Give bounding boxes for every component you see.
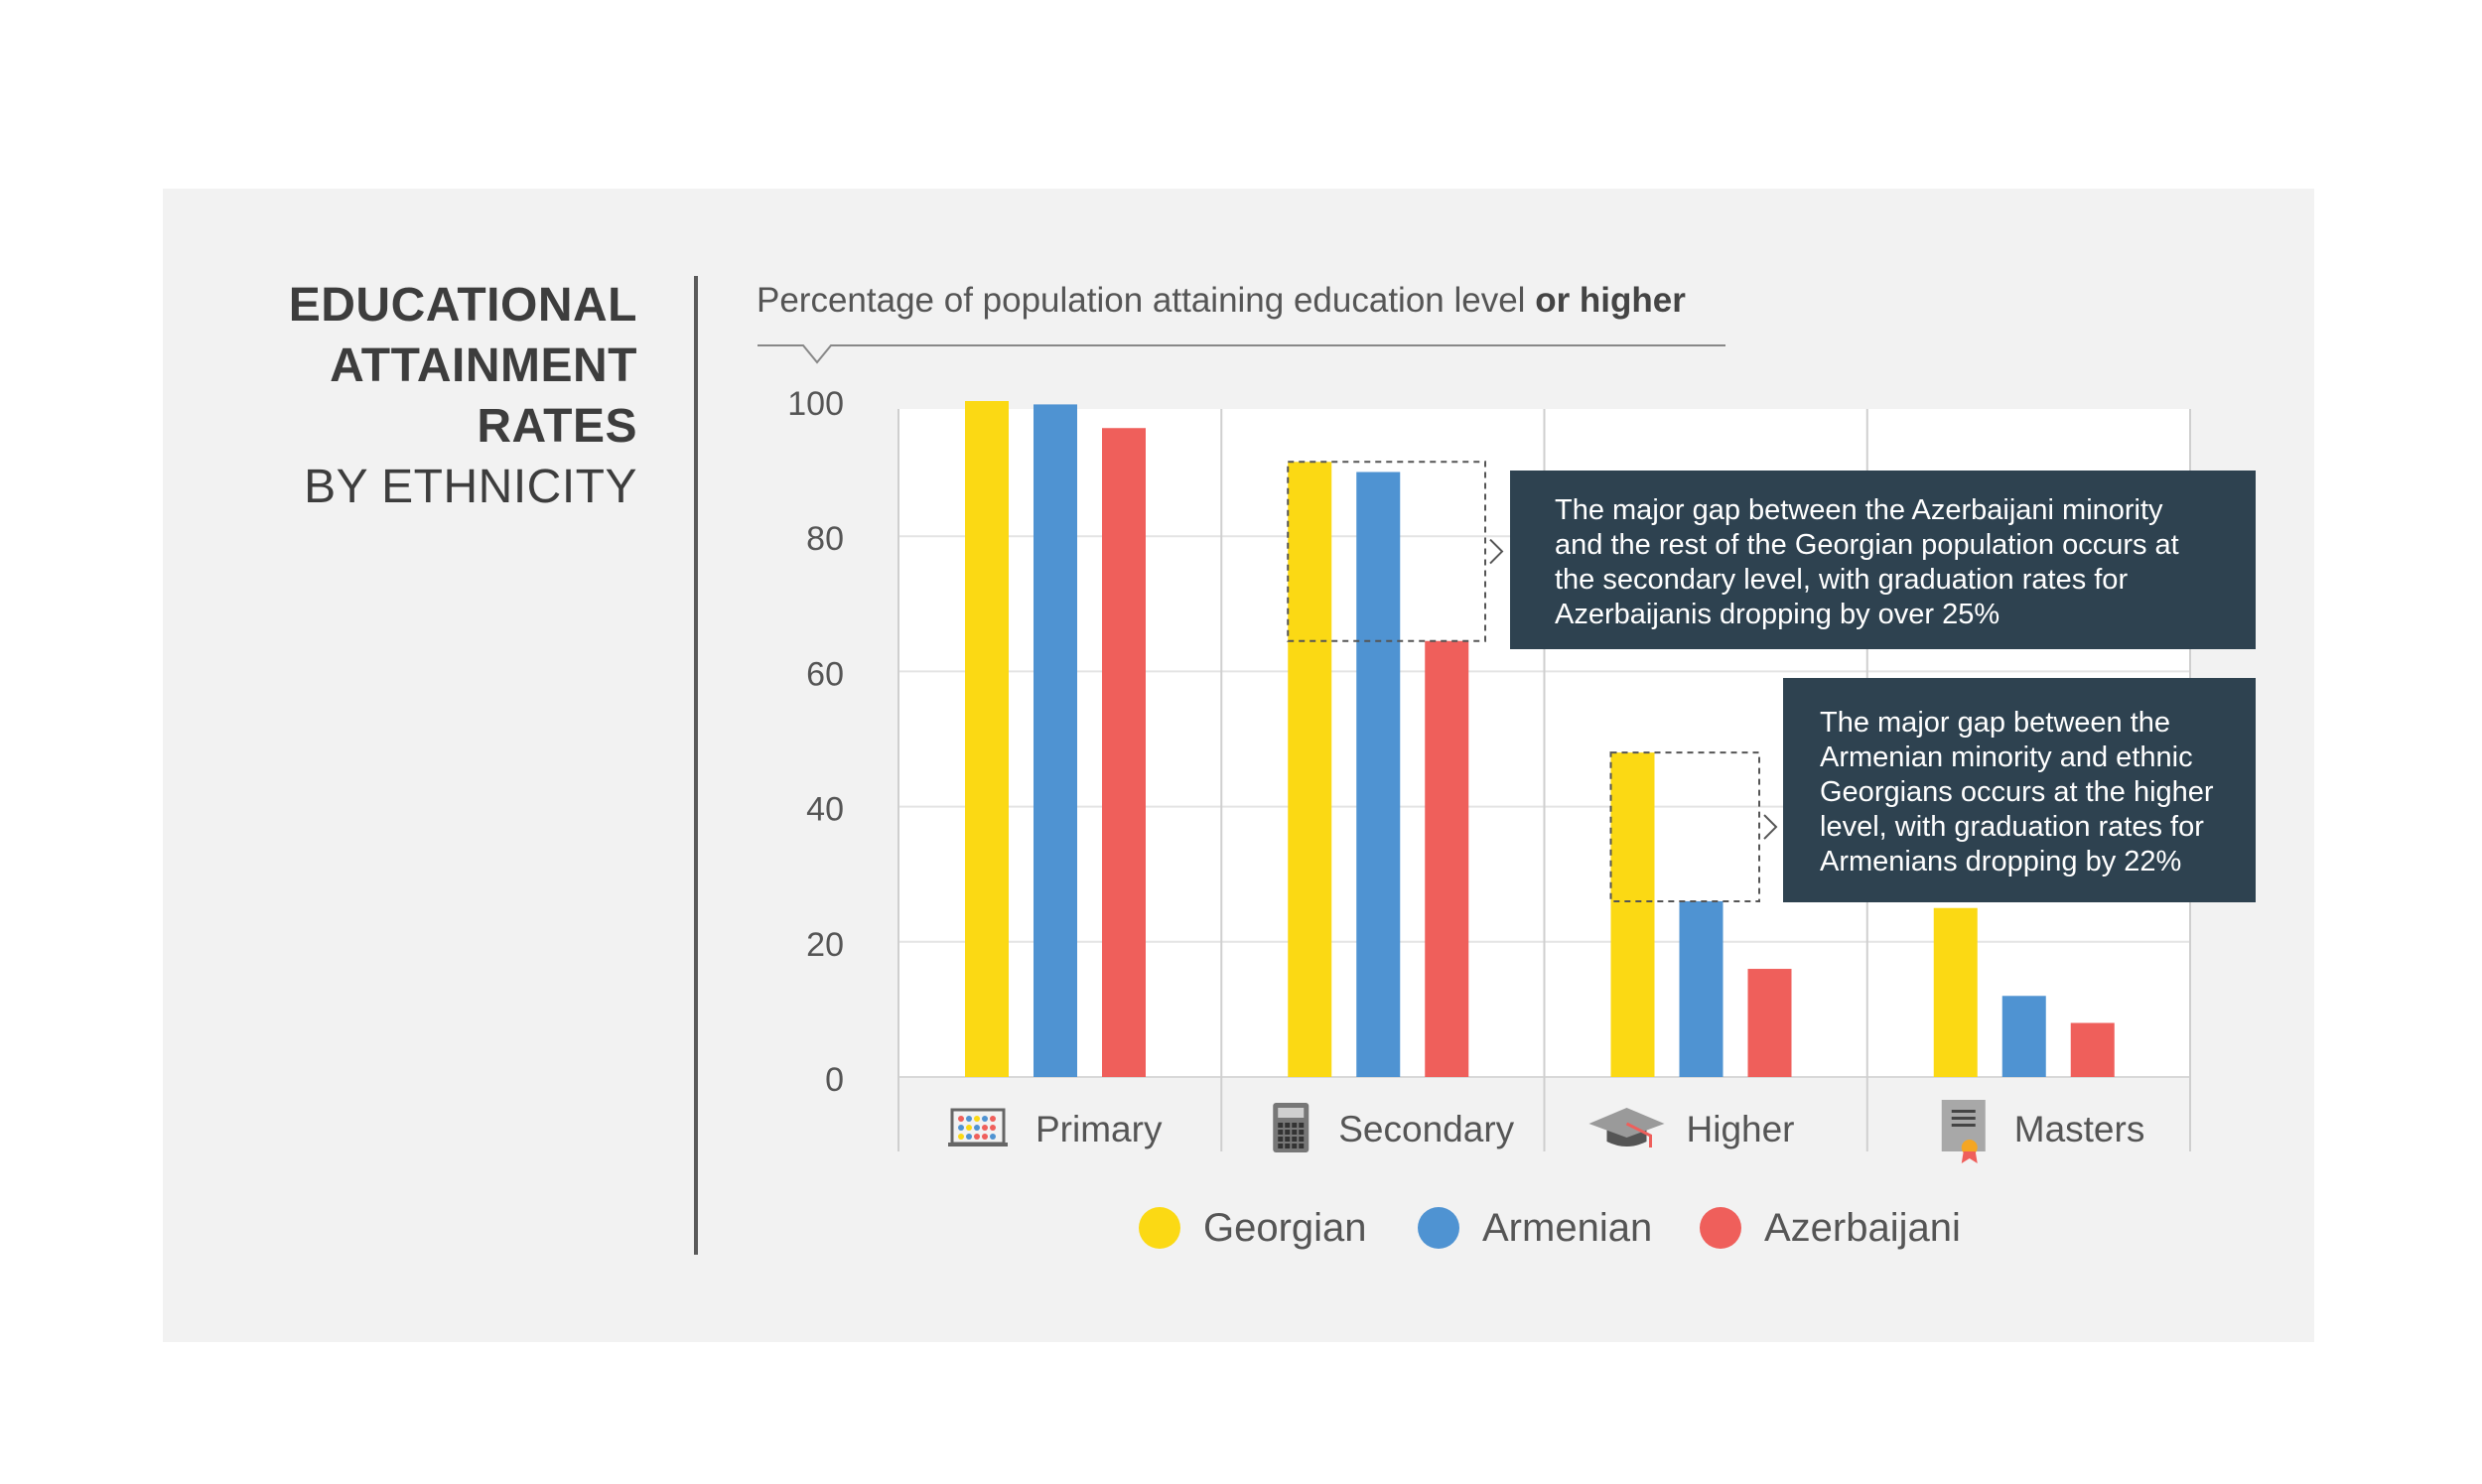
legend-marker-armenian bbox=[1418, 1207, 1459, 1249]
bar-azerbaijani-masters bbox=[2070, 1022, 2115, 1077]
bar-georgian-secondary bbox=[1288, 462, 1332, 1077]
y-tick-label: 0 bbox=[825, 1061, 844, 1099]
callout-arrow bbox=[1489, 538, 1504, 565]
callout-box bbox=[1783, 678, 2256, 902]
graduation-cap-icon bbox=[1588, 1108, 1665, 1147]
bar-azerbaijani-primary bbox=[1102, 428, 1146, 1077]
legend-marker-azerbaijani bbox=[1700, 1207, 1741, 1249]
subtitle-rule bbox=[758, 344, 1725, 364]
legend-label-georgian: Georgian bbox=[1203, 1206, 1367, 1250]
y-tick-label: 80 bbox=[806, 520, 844, 558]
callout-text-line: Armenian minority and ethnic bbox=[1820, 742, 2193, 773]
abacus-icon bbox=[948, 1108, 1008, 1147]
title-divider bbox=[694, 276, 698, 1255]
bar-armenian-primary bbox=[1034, 404, 1077, 1077]
calculator-icon bbox=[1273, 1103, 1310, 1152]
callout-text-line: Armenians dropping by 22% bbox=[1820, 846, 2181, 877]
bar-armenian-masters bbox=[2001, 996, 2046, 1077]
chart-subtitle: Percentage of population attaining educa… bbox=[757, 281, 1686, 321]
diploma-icon bbox=[1941, 1100, 1986, 1163]
title-line-3: RATES bbox=[477, 400, 637, 453]
bar-georgian-primary bbox=[965, 401, 1009, 1077]
chart-title: EDUCATIONAL ATTAINMENT RATES BY ETHNICIT… bbox=[289, 275, 637, 517]
gap-indicator-box bbox=[1609, 751, 1760, 902]
gap-indicator-box bbox=[1287, 461, 1486, 642]
title-line-2: ATTAINMENT bbox=[330, 339, 637, 392]
y-tick-label: 40 bbox=[806, 791, 844, 829]
bar-azerbaijani-secondary bbox=[1425, 640, 1469, 1077]
y-tick-label: 60 bbox=[806, 655, 844, 693]
callout-text-line: level, with graduation rates for bbox=[1820, 811, 2204, 843]
callout-arrow bbox=[1763, 814, 1778, 840]
category-label-primary: Primary bbox=[1035, 1109, 1163, 1149]
subtitle-bold: or higher bbox=[1535, 281, 1686, 320]
y-tick-label: 100 bbox=[787, 385, 844, 423]
callout-text-line: Azerbaijanis dropping by over 25% bbox=[1555, 599, 1999, 630]
legend-label-armenian: Armenian bbox=[1482, 1206, 1652, 1250]
callout-text-line: and the rest of the Georgian population … bbox=[1555, 529, 2179, 561]
category-label-secondary: Secondary bbox=[1338, 1109, 1514, 1149]
bar-armenian-higher bbox=[1679, 900, 1724, 1077]
subtitle-text: Percentage of population attaining educa… bbox=[757, 281, 1536, 320]
category-label-masters: Masters bbox=[2014, 1109, 2145, 1149]
title-line-4: BY ETHNICITY bbox=[304, 461, 637, 513]
bar-azerbaijani-higher bbox=[1747, 969, 1792, 1077]
callout-text-line: The major gap between the Azerbaijani mi… bbox=[1555, 494, 2163, 526]
legend-marker-georgian bbox=[1139, 1207, 1180, 1249]
bar-armenian-secondary bbox=[1356, 472, 1401, 1077]
y-tick-label: 20 bbox=[806, 926, 844, 964]
legend-label-azerbaijani: Azerbaijani bbox=[1764, 1206, 1961, 1250]
bar-georgian-masters bbox=[1933, 907, 1978, 1077]
callout-text-line: the secondary level, with graduation rat… bbox=[1555, 564, 2128, 596]
category-label-higher: Higher bbox=[1687, 1109, 1795, 1149]
bar-georgian-higher bbox=[1610, 752, 1655, 1077]
title-line-1: EDUCATIONAL bbox=[288, 279, 637, 332]
callout-text-line: The major gap between the bbox=[1820, 707, 2170, 739]
callout-box bbox=[1510, 471, 2256, 649]
callout-text-line: Georgians occurs at the higher bbox=[1820, 776, 2214, 808]
